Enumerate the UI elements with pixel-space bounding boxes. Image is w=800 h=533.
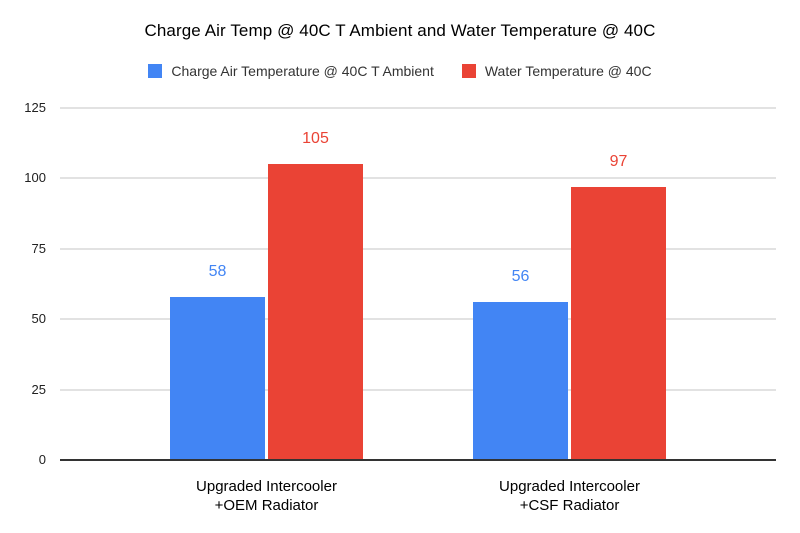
legend: Charge Air Temperature @ 40C T Ambient W… (0, 63, 800, 79)
bar-label-charge-air-0: 58 (208, 262, 227, 280)
bar-label-water-1: 97 (609, 152, 628, 170)
bar-charge-air-1 (473, 302, 568, 460)
x-category-label-1: Upgraded Intercooler +CSF Radiator (499, 478, 640, 514)
y-gridline-50 (60, 318, 776, 321)
bar-label-water-0: 105 (302, 130, 329, 148)
y-tick-label-0: 0 (38, 452, 46, 467)
y-tick-label-125: 125 (24, 100, 46, 115)
y-tick-label-75: 75 (31, 240, 46, 256)
legend-item-water: Water Temperature @ 40C (461, 63, 652, 79)
x-axis-line (60, 459, 776, 461)
legend-swatch-charge-air-icon (148, 64, 163, 78)
y-gridline-100 (60, 177, 776, 180)
bar-water-0 (268, 164, 363, 460)
bar-water-1 (571, 186, 666, 460)
bar-charge-air-0 (170, 296, 265, 460)
y-tick-label-100: 100 (24, 170, 46, 186)
legend-label-water: Water Temperature @ 40C (484, 63, 652, 79)
chart-title: Charge Air Temp @ 40C T Ambient and Wate… (144, 21, 656, 40)
x-category-label-0: Upgraded Intercooler +OEM Radiator (196, 478, 337, 514)
y-gridline-125 (60, 107, 776, 109)
y-tick-label-25: 25 (31, 381, 46, 397)
legend-swatch-water-icon (461, 64, 476, 78)
legend-label-charge-air: Charge Air Temperature @ 40C T Ambient (171, 63, 434, 79)
y-gridline-75 (60, 247, 776, 250)
bar-label-charge-air-1: 56 (511, 268, 530, 286)
y-gridline-25 (60, 388, 776, 391)
legend-item-charge-air: Charge Air Temperature @ 40C T Ambient (148, 63, 434, 79)
y-tick-label-50: 50 (31, 311, 46, 327)
